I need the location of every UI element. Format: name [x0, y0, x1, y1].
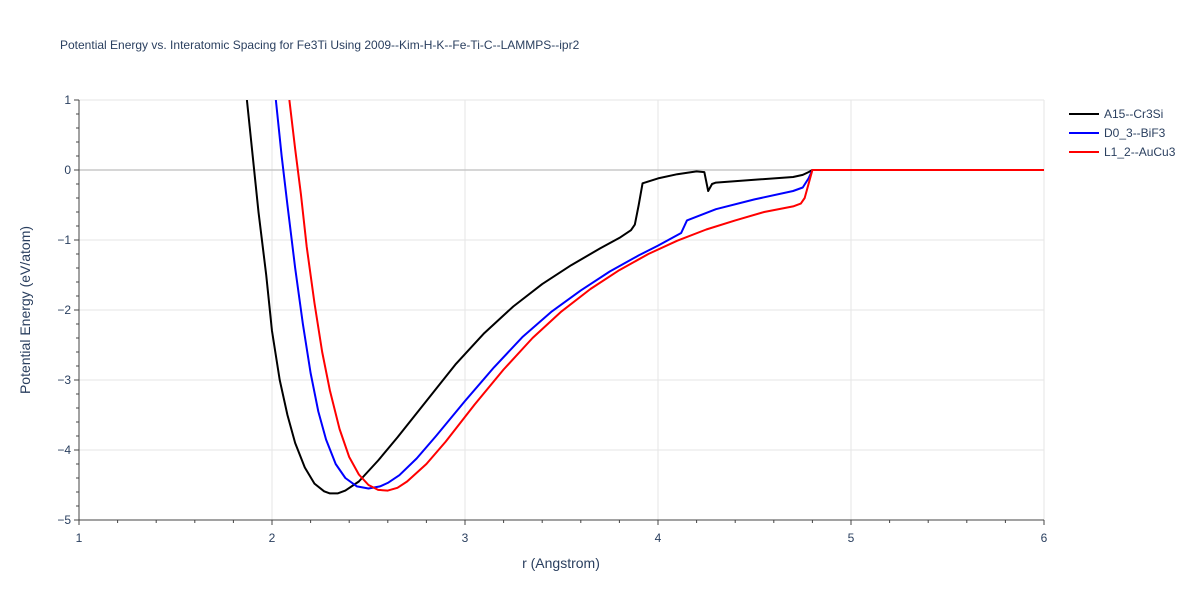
x-tick-label: 3: [462, 531, 469, 545]
legend-item: L1_2--AuCu3: [1069, 145, 1176, 159]
y-tick-label: −1: [57, 233, 71, 247]
legend-label: D0_3--BiF3: [1104, 126, 1166, 140]
grid-lines: [79, 99, 1045, 520]
x-axis-title: r (Angstrom): [522, 555, 600, 571]
legend-item: A15--Cr3Si: [1069, 107, 1163, 121]
axes: [74, 99, 1045, 525]
y-tick-label: −3: [57, 373, 71, 387]
y-tick-label: −4: [57, 443, 71, 457]
y-axis-title: Potential Energy (eV/atom): [17, 226, 33, 394]
series-line: [274, 100, 1044, 490]
legend-label: L1_2--AuCu3: [1104, 145, 1176, 159]
plot-series: [245, 100, 1044, 495]
x-tick-label: 1: [76, 531, 83, 545]
series-line: [288, 100, 1044, 492]
series-line: [245, 100, 1044, 495]
legend-label: A15--Cr3Si: [1104, 107, 1163, 121]
x-tick-label: 5: [848, 531, 855, 545]
y-tick-label: −2: [57, 303, 71, 317]
chart-title: Potential Energy vs. Interatomic Spacing…: [60, 38, 580, 52]
y-tick-label: 0: [64, 163, 71, 177]
x-tick-label: 4: [655, 531, 662, 545]
legend-item: D0_3--BiF3: [1069, 126, 1166, 140]
tick-labels: 1 2 3 4 5 6 1 0 −1 −2 −3 −4 −5: [57, 93, 1047, 545]
y-tick-label: 1: [64, 93, 71, 107]
x-tick-label: 2: [269, 531, 276, 545]
y-tick-label: −5: [57, 513, 71, 527]
x-tick-label: 6: [1041, 531, 1048, 545]
legend: A15--Cr3Si D0_3--BiF3 L1_2--AuCu3: [1069, 107, 1176, 159]
